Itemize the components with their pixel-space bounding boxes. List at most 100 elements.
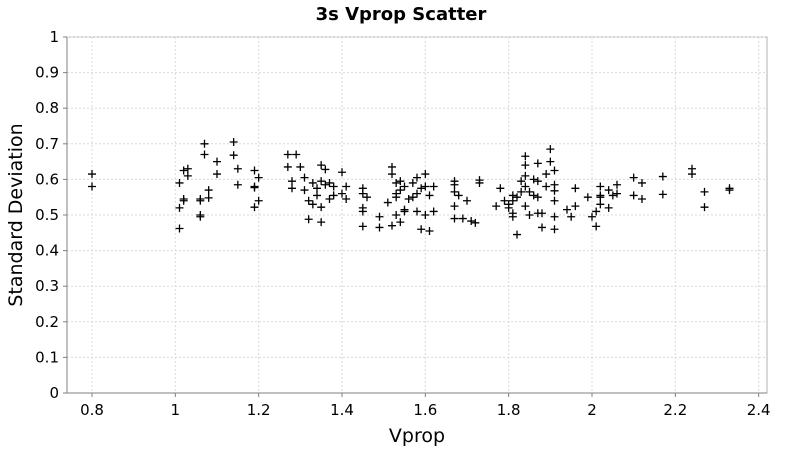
data-point: [413, 189, 421, 198]
data-point: [250, 203, 259, 212]
data-point: [229, 138, 238, 147]
data-point: [388, 170, 396, 179]
data-point: [392, 211, 401, 219]
data-point: [175, 203, 184, 212]
data-point: [375, 212, 384, 221]
data-point: [88, 182, 96, 191]
data-point: [325, 194, 334, 203]
data-point: [475, 178, 484, 187]
data-point: [596, 200, 605, 209]
y-tick-label: 0.6: [35, 170, 59, 188]
data-point: [233, 164, 242, 173]
x-tick-label: 1.8: [497, 401, 521, 419]
data-point: [421, 170, 430, 179]
data-point: [508, 196, 517, 205]
data-point: [175, 178, 184, 187]
data-point: [183, 164, 192, 173]
data-point: [400, 207, 409, 216]
data-point: [308, 178, 317, 187]
data-point: [542, 182, 551, 191]
data-point: [321, 180, 330, 189]
data-point: [429, 182, 438, 191]
data-point: [408, 178, 417, 187]
data-point: [325, 178, 334, 187]
data-point: [613, 180, 621, 189]
data-point: [533, 177, 542, 186]
data-point: [521, 152, 530, 161]
data-point: [308, 200, 317, 209]
x-tick-label: 2.4: [747, 401, 771, 419]
data-point: [450, 180, 459, 189]
data-point: [179, 194, 188, 203]
data-point: [413, 207, 421, 216]
data-point: [196, 211, 205, 219]
data-point: [179, 166, 188, 175]
data-point: [450, 214, 459, 223]
y-tick-label: 0.1: [35, 348, 59, 366]
y-tick-label: 0.7: [35, 135, 59, 153]
data-point: [521, 171, 530, 180]
data-point: [213, 157, 221, 166]
data-point: [338, 168, 346, 177]
data-point: [538, 209, 546, 218]
data-point: [596, 193, 605, 202]
data-point: [454, 191, 463, 200]
data-point: [213, 170, 221, 179]
data-point: [450, 187, 459, 196]
chart-title: 3s Vprop Scatter: [316, 4, 487, 25]
data-point: [550, 225, 559, 234]
data-point: [471, 218, 480, 227]
data-point: [525, 211, 534, 219]
data-point: [583, 193, 592, 202]
data-point: [725, 186, 734, 195]
data-point: [688, 170, 696, 179]
data-point: [608, 191, 617, 200]
data-point: [529, 191, 538, 200]
data-point: [525, 187, 534, 196]
data-point: [496, 184, 505, 193]
data-point: [254, 196, 263, 205]
x-axis-label: Vprop: [389, 425, 445, 447]
data-point: [313, 184, 321, 193]
data-point: [421, 182, 430, 191]
data-point: [533, 193, 542, 202]
data-point: [567, 212, 576, 221]
data-point: [429, 207, 438, 216]
data-point: [417, 184, 426, 193]
data-point: [183, 171, 192, 180]
data-point: [304, 215, 313, 224]
data-point: [629, 173, 638, 182]
data-point: [425, 191, 434, 200]
data-point: [542, 170, 551, 179]
data-point: [538, 223, 546, 232]
data-point: [342, 182, 351, 191]
data-point: [517, 187, 526, 196]
data-point: [396, 218, 405, 227]
data-point: [458, 214, 467, 223]
data-point: [363, 193, 371, 202]
data-points: [88, 138, 734, 239]
data-point: [196, 194, 205, 203]
grid-lines: [67, 36, 767, 394]
y-tick-label: 0.2: [35, 313, 59, 331]
data-point: [358, 189, 367, 198]
data-point: [250, 183, 259, 192]
data-point: [571, 184, 580, 193]
y-tick-label: 0.8: [35, 99, 59, 117]
data-point: [613, 189, 621, 198]
x-tick-label: 2: [587, 401, 597, 419]
data-point: [521, 161, 530, 170]
data-point: [550, 212, 559, 221]
data-point: [592, 222, 601, 231]
data-point: [500, 196, 509, 205]
data-point: [254, 173, 263, 182]
y-tick-label: 0.3: [35, 277, 59, 295]
data-point: [533, 159, 542, 168]
y-axis-label: Standard Deviation: [5, 123, 27, 306]
data-point: [550, 186, 559, 195]
data-point: [304, 196, 313, 205]
data-point: [175, 224, 184, 233]
data-point: [342, 194, 351, 203]
